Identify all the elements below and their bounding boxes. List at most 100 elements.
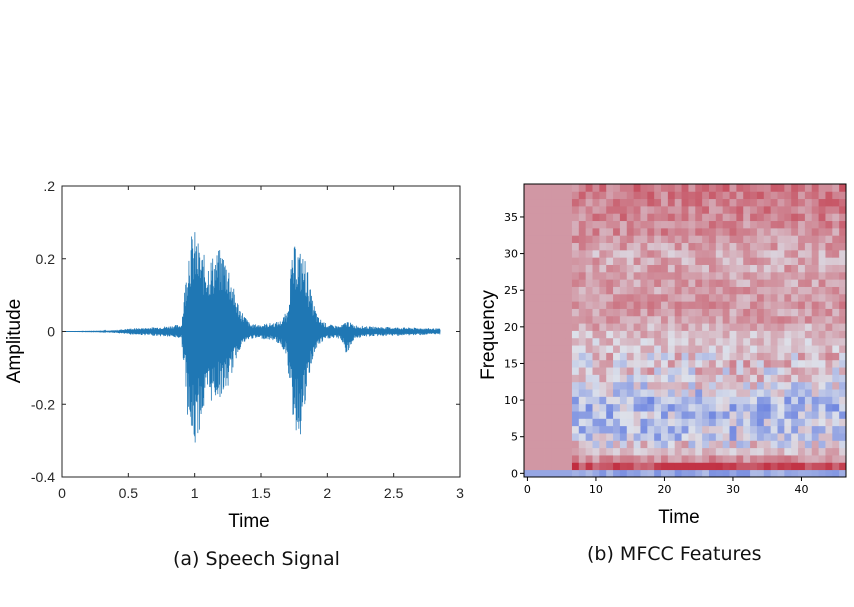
heatmap-cell bbox=[763, 367, 772, 375]
heatmap-cell bbox=[804, 249, 813, 258]
heatmap-cell bbox=[839, 433, 847, 441]
heatmap-cell bbox=[619, 330, 628, 339]
heatmap-cell bbox=[681, 345, 689, 353]
heatmap-cell bbox=[592, 381, 600, 390]
heatmap-cell bbox=[674, 205, 682, 214]
heatmap-cell bbox=[551, 205, 559, 214]
heatmap-cell bbox=[708, 205, 717, 214]
heatmap-cell bbox=[811, 191, 819, 200]
heatmap-cell bbox=[613, 462, 621, 471]
heatmap-cell bbox=[578, 367, 587, 375]
heatmap-cell bbox=[832, 184, 840, 192]
heatmap-cell bbox=[708, 462, 717, 471]
heatmap-cell bbox=[715, 227, 724, 236]
heatmap-cell bbox=[674, 264, 682, 273]
heatmap-cell bbox=[565, 293, 573, 302]
heatmap-cell bbox=[688, 389, 696, 397]
heatmap-cell bbox=[544, 374, 552, 383]
heatmap-cell bbox=[708, 440, 717, 449]
heatmap-cell bbox=[544, 293, 552, 302]
heatmap-cell bbox=[770, 337, 778, 346]
heatmap-cell bbox=[681, 411, 689, 419]
heatmap-cell bbox=[585, 462, 593, 471]
heatmap-cell bbox=[633, 396, 641, 405]
heatmap-cell bbox=[647, 447, 655, 456]
heatmap-cell bbox=[777, 374, 785, 383]
y-tick-label: 0.2 bbox=[36, 251, 56, 267]
heatmap-cell bbox=[599, 301, 607, 309]
heatmap-cell bbox=[647, 264, 655, 273]
heatmap-cell bbox=[715, 455, 724, 463]
heatmap-cell bbox=[585, 213, 593, 222]
heatmap-cell bbox=[633, 227, 641, 236]
heatmap-cell bbox=[722, 286, 730, 295]
heatmap-cell bbox=[551, 403, 559, 412]
heatmap-cell bbox=[722, 257, 730, 265]
heatmap-cell bbox=[811, 323, 819, 331]
heatmap-cell bbox=[715, 389, 724, 397]
heatmap-cell bbox=[524, 227, 532, 236]
heatmap-cell bbox=[592, 293, 600, 302]
heatmap-cell bbox=[661, 469, 669, 478]
heatmap-cell bbox=[674, 249, 682, 258]
heatmap-cell bbox=[667, 301, 676, 309]
heatmap-cell bbox=[530, 264, 539, 273]
heatmap-cell bbox=[537, 220, 545, 229]
heatmap-cell bbox=[585, 425, 593, 434]
heatmap-cell bbox=[654, 462, 662, 471]
heatmap-cell bbox=[626, 411, 635, 419]
heatmap-cell bbox=[832, 469, 840, 478]
heatmap-cell bbox=[763, 455, 772, 463]
heatmap-cell bbox=[811, 403, 819, 412]
heatmap-cell bbox=[613, 381, 621, 390]
heatmap-cell bbox=[571, 455, 580, 463]
heatmap-cell bbox=[565, 279, 573, 287]
heatmap-cell bbox=[626, 359, 635, 368]
heatmap-cell bbox=[640, 337, 648, 346]
heatmap-cell bbox=[784, 345, 792, 353]
heatmap-cell bbox=[558, 279, 566, 287]
heatmap-cell bbox=[640, 271, 648, 280]
heatmap-cell bbox=[784, 455, 792, 463]
heatmap-cell bbox=[736, 367, 744, 375]
heatmap-cell bbox=[654, 315, 662, 324]
heatmap-cell bbox=[715, 184, 724, 192]
heatmap-cell bbox=[702, 425, 710, 434]
heatmap-cell bbox=[688, 411, 696, 419]
heatmap-cell bbox=[537, 396, 545, 405]
heatmap-cell bbox=[619, 301, 628, 309]
heatmap-cell bbox=[702, 440, 710, 449]
heatmap-cell bbox=[626, 242, 635, 251]
heatmap-cell bbox=[784, 323, 792, 331]
heatmap-cell bbox=[811, 315, 819, 324]
heatmap-cell bbox=[619, 279, 628, 287]
heatmap-cell bbox=[544, 345, 552, 353]
heatmap-cell bbox=[791, 462, 799, 471]
heatmap-cell bbox=[661, 213, 669, 222]
heatmap-cell bbox=[530, 374, 539, 383]
heatmap-cell bbox=[818, 367, 826, 375]
heatmap-cell bbox=[832, 213, 840, 222]
heatmap-cell bbox=[667, 264, 676, 273]
heatmap-cell bbox=[715, 425, 724, 434]
heatmap-cell bbox=[626, 293, 635, 302]
heatmap-cell bbox=[770, 425, 778, 434]
heatmap-cell bbox=[654, 433, 662, 441]
heatmap-cell bbox=[537, 418, 545, 427]
heatmap-cell bbox=[729, 403, 737, 412]
heatmap-cell bbox=[722, 381, 730, 390]
heatmap-cell bbox=[647, 345, 655, 353]
heatmap-cell bbox=[708, 381, 717, 390]
heatmap-cell bbox=[736, 220, 744, 229]
heatmap-cell bbox=[832, 374, 840, 383]
heatmap-cell bbox=[667, 396, 676, 405]
heatmap-cell bbox=[825, 418, 833, 427]
heatmap-cell bbox=[544, 440, 552, 449]
heatmap-cell bbox=[551, 308, 559, 317]
heatmap-cell bbox=[811, 227, 819, 236]
heatmap-cell bbox=[791, 389, 799, 397]
heatmap-cell bbox=[599, 433, 607, 441]
heatmap-cell bbox=[770, 469, 778, 478]
heatmap-cell bbox=[667, 403, 676, 412]
heatmap-cell bbox=[791, 374, 799, 383]
